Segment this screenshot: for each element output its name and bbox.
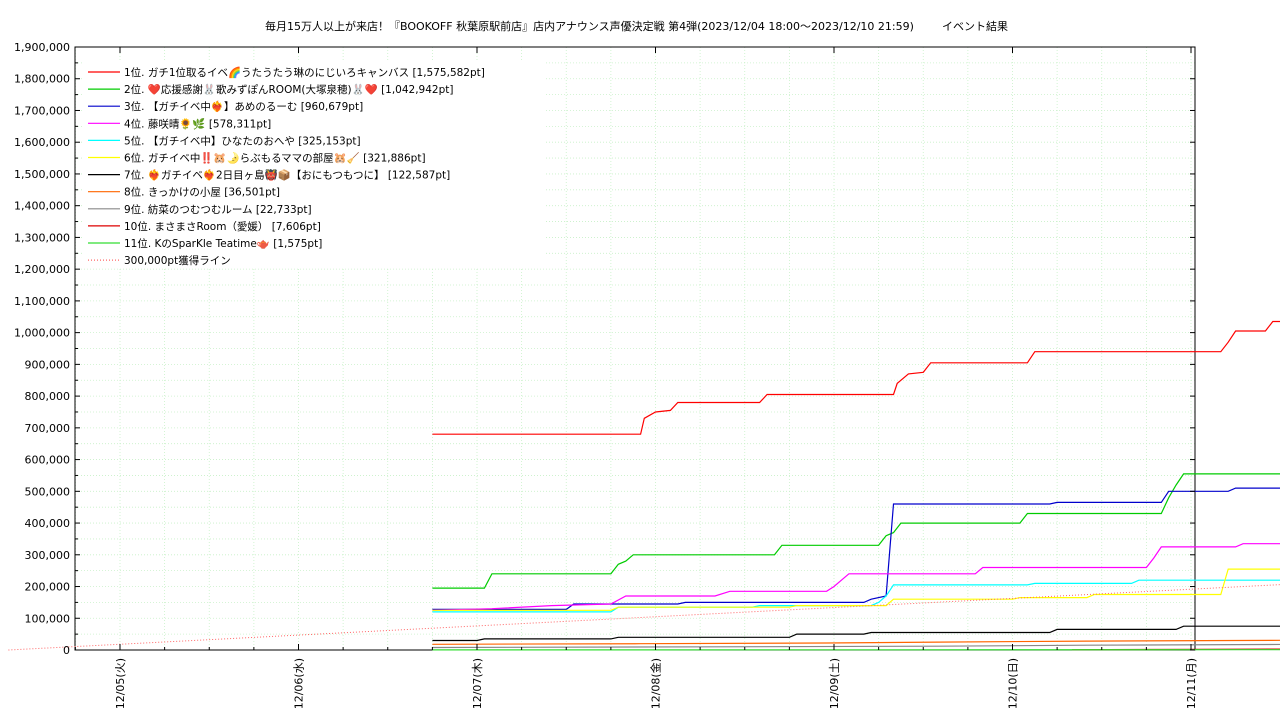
y-tick-label: 1,500,000 [14, 168, 70, 181]
legend-label: 2位. ❤️応援感謝🐰歌みずぽんROOM(大塚泉穂)🐰❤️ [1,042,942… [124, 83, 453, 96]
series-line-9 [432, 643, 1280, 649]
legend-label: 300,000pt獲得ライン [124, 254, 231, 267]
y-tick-label: 500,000 [25, 485, 71, 498]
y-tick-label: 1,700,000 [14, 104, 70, 117]
legend-label: 6位. ガチイベ中‼️🐹🌛らぶもるママの部屋🐹🧹 [321,886pt] [124, 152, 426, 165]
x-axis: 12/05(火) 12/06(水) 12/07(木) 12/08(金) 12/09(土)… [74, 47, 1198, 709]
legend-label: 5位. 【ガチイベ中】ひなたのおへや [325,153pt] [124, 134, 361, 147]
x-tick-label: 12/09(土) [828, 658, 841, 709]
x-tick-label: 12/07(木) [471, 658, 484, 709]
series-line-12 [8, 584, 1280, 651]
series-line-6 [432, 568, 1280, 611]
y-tick-label: 800,000 [25, 390, 71, 403]
series-line-2 [432, 473, 1280, 589]
legend-label: 11位. KのSparKle Teatime🫖 [1,575pt] [124, 237, 322, 250]
series-line-8 [432, 639, 1280, 645]
y-tick-label: 1,000,000 [14, 327, 70, 340]
legend: 1位. ガチ1位取るイベ🌈うたうたう琳のにじいろキャンバス [1,575,582… [88, 66, 485, 267]
y-tick-label: 1,300,000 [14, 231, 70, 244]
legend-label: 8位. きっかけの小屋 [36,501pt] [124, 186, 280, 199]
y-tick-label: 1,600,000 [14, 136, 70, 149]
legend-label: 7位. ❤️‍🔥ガチイベ❤️‍🔥2日目ヶ島👹📦【おにもつもつに】 [122,58… [124, 169, 450, 182]
y-tick-label: 900,000 [25, 358, 71, 371]
y-tick-label: 1,900,000 [14, 41, 70, 54]
series-line-1 [432, 320, 1280, 435]
series-line-3 [432, 487, 1280, 611]
chart-subtitle: イベント結果 [942, 19, 1008, 33]
y-tick-label: 700,000 [25, 422, 71, 435]
y-tick-label: 200,000 [25, 581, 71, 594]
y-tick-label: 100,000 [25, 612, 71, 625]
y-tick-label: 400,000 [25, 517, 71, 530]
legend-label: 3位. 【ガチイベ中❤️‍🔥】あめのるーむ [960,679pt] [124, 100, 363, 113]
chart-title: 毎月15万人以上が来店！『BOOKOFF 秋葉原駅前店』店内アナウンス声優決定戦… [265, 19, 914, 33]
x-tick-label: 12/06(水) [293, 658, 306, 709]
legend-background [82, 60, 544, 268]
y-axis: 0 100,000 200,000 300,000 400,000 500,000 600,… [14, 41, 1195, 657]
series-line-4 [432, 543, 1280, 611]
legend-label: 9位. 紡菜のつむつむルーム [22,733pt] [124, 203, 312, 216]
y-tick-label: 0 [63, 644, 70, 657]
y-tick-label: 300,000 [25, 549, 71, 562]
y-tick-label: 1,800,000 [14, 73, 70, 86]
x-tick-label: 12/10(日) [1007, 658, 1020, 709]
x-tick-label: 12/05(火) [114, 658, 127, 709]
series-line-7 [432, 625, 1280, 642]
x-tick-label: 12/11(月) [1185, 658, 1198, 709]
y-tick-label: 1,100,000 [14, 295, 70, 308]
y-tick-label: 600,000 [25, 454, 71, 467]
legend-label: 10位. まさまさRoom（愛媛） [7,606pt] [124, 220, 321, 233]
y-tick-label: 1,200,000 [14, 263, 70, 276]
x-tick-label: 12/08(金) [649, 658, 663, 709]
y-tick-label: 1,400,000 [14, 200, 70, 213]
series-lines [8, 320, 1280, 651]
legend-label: 1位. ガチ1位取るイベ🌈うたうたう琳のにじいろキャンバス [1,575,582… [124, 66, 485, 79]
legend-label: 4位. 藤咲晴🌻🌿 [578,311pt] [124, 117, 271, 130]
